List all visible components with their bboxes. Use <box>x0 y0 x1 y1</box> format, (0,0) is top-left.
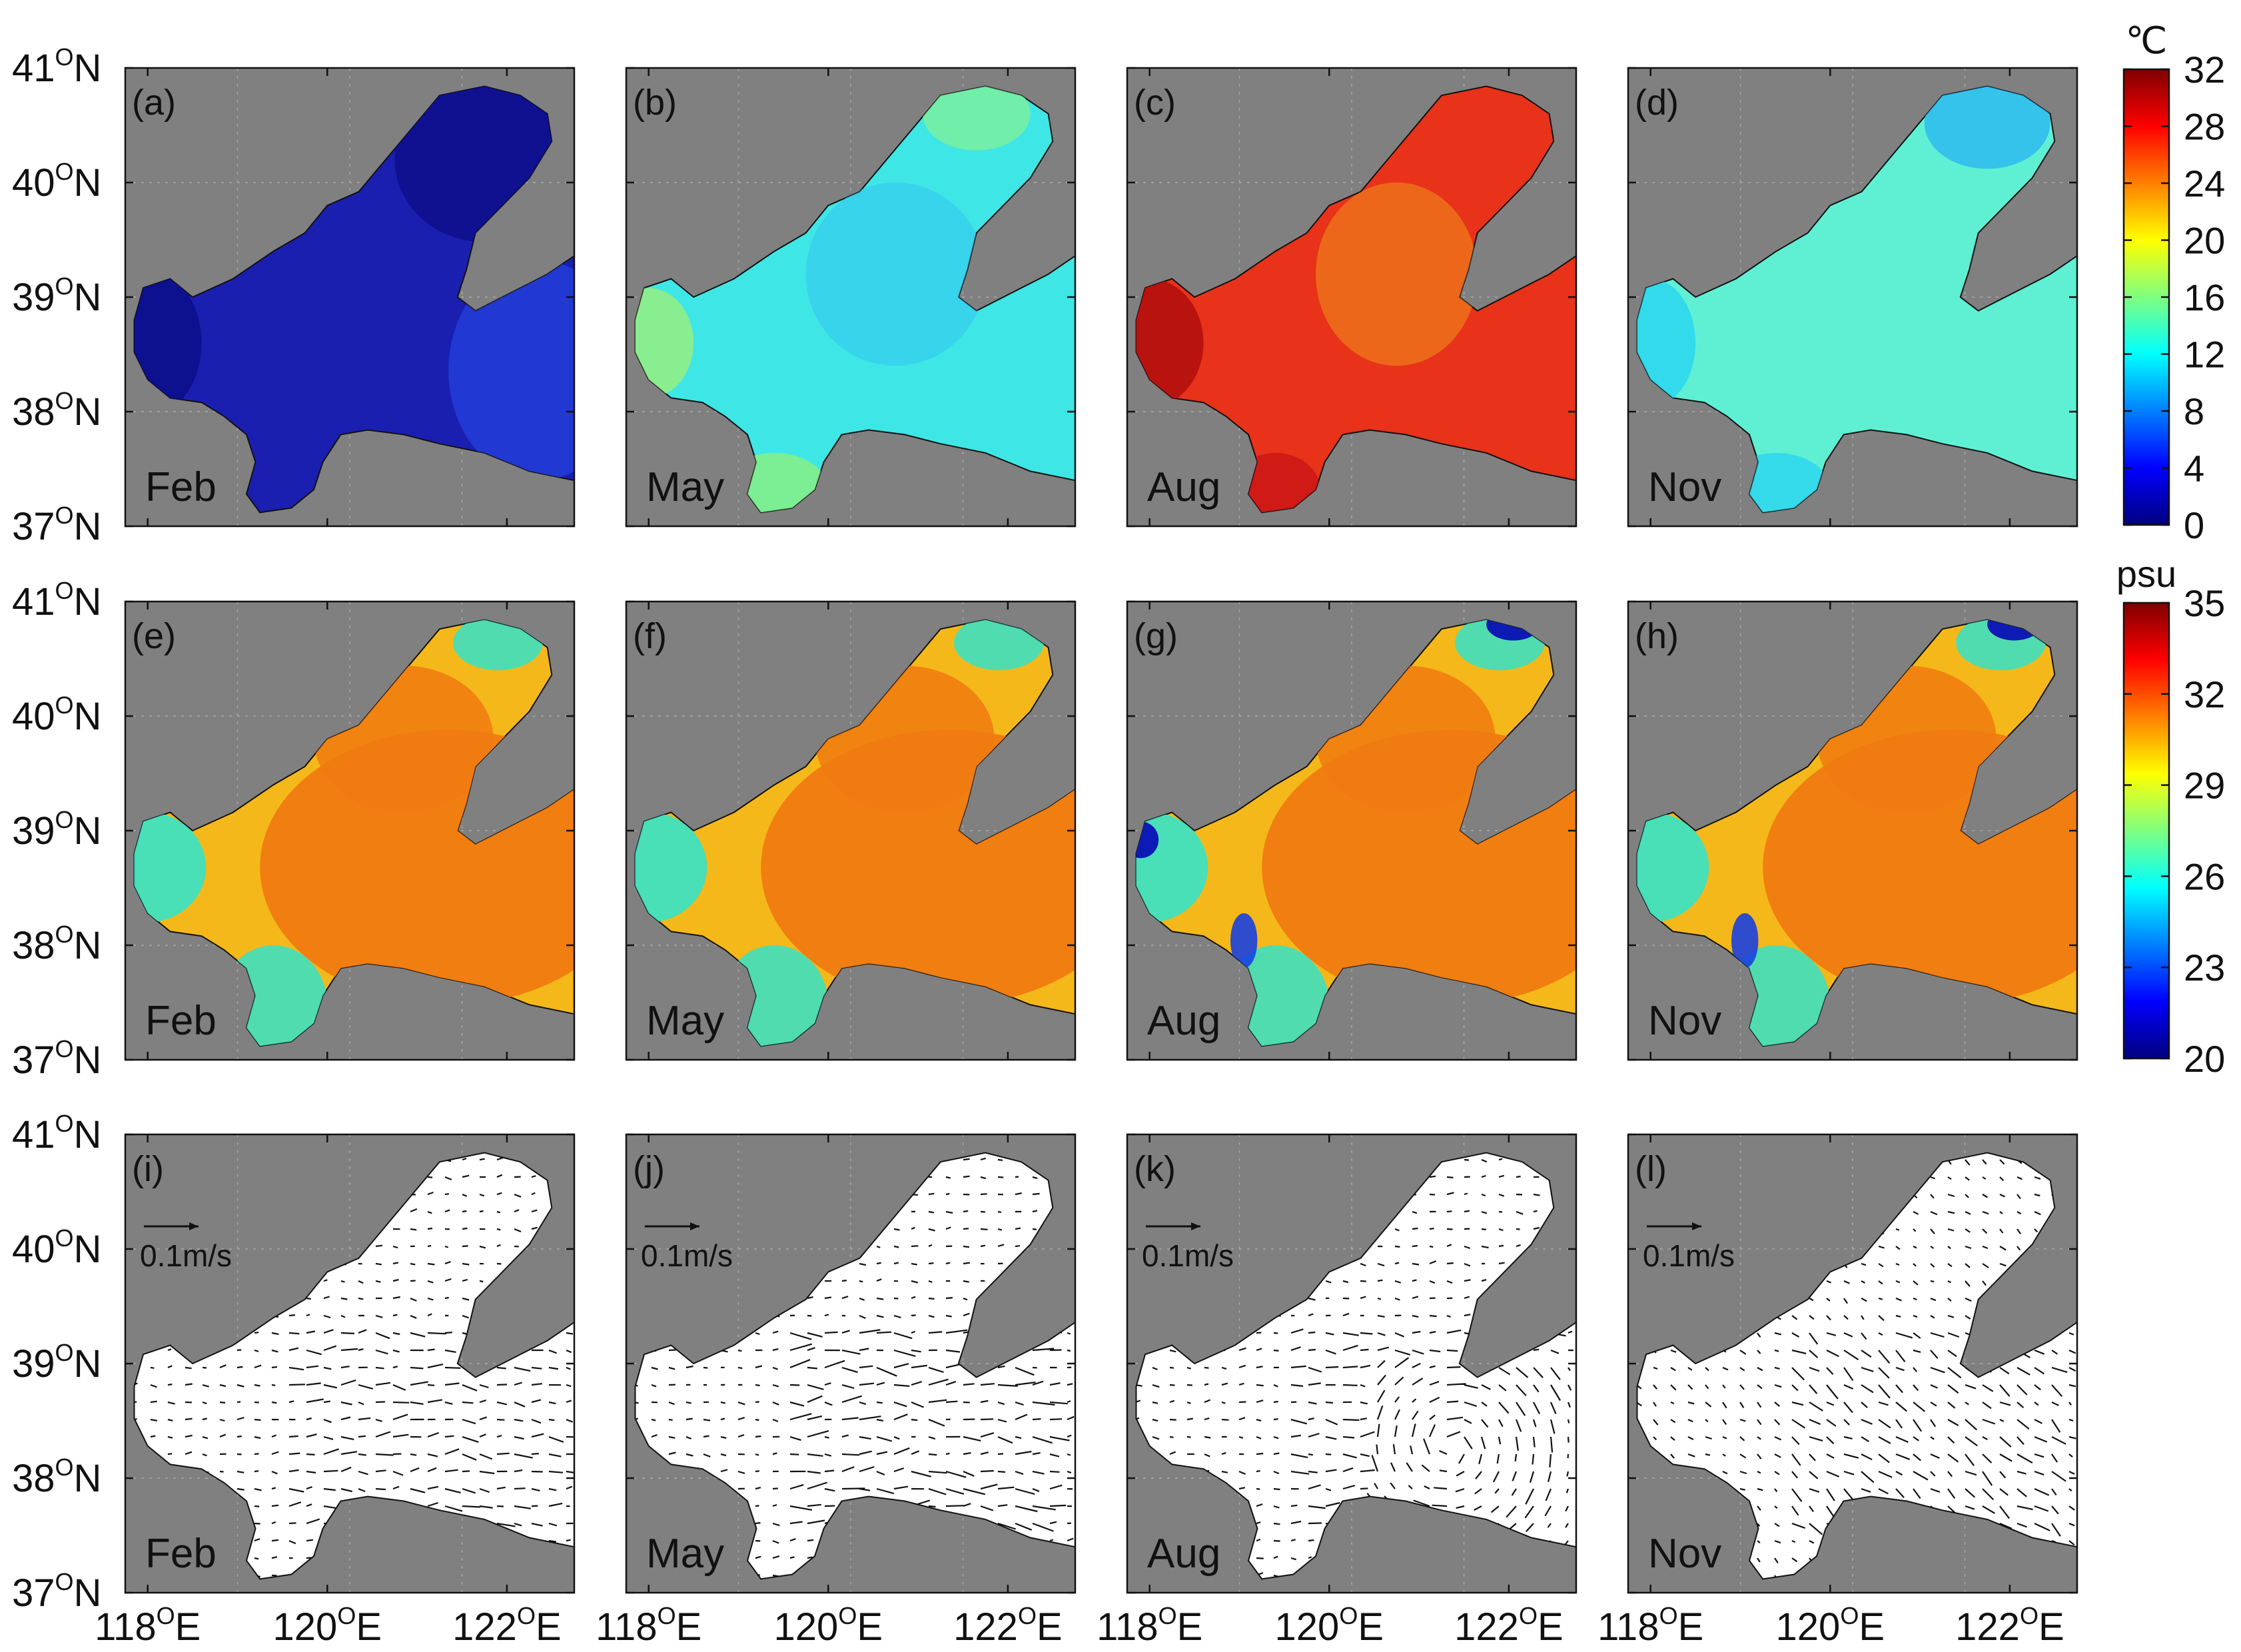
colorbar-unit: psu <box>2116 553 2176 595</box>
latitude-tick-label: 41ON <box>12 43 101 90</box>
colorbar-tick-label: 12 <box>2184 334 2225 376</box>
map-panel-f: (f) May <box>625 600 1077 1061</box>
colorbar-tick-label: 29 <box>2184 765 2225 807</box>
scale-label: 0.1m/s <box>140 1238 232 1273</box>
month-label: Nov <box>1648 998 1721 1044</box>
longitude-tick-label: 118OE <box>95 1602 201 1649</box>
colorbar-tick-label: 20 <box>2184 1038 2225 1080</box>
longitude-tick-label: 120OE <box>273 1602 382 1649</box>
colorbar-tick-label: 20 <box>2184 220 2225 262</box>
map-panel-d: (d) Nov <box>1627 67 2078 528</box>
month-label: Aug <box>1147 464 1220 510</box>
panel-label: (e) <box>132 616 176 656</box>
map-panels: (a) Feb (b) May (c) Aug (d) Nov (e) Feb (f) May (g) A… <box>124 67 2078 1594</box>
panel-label: (k) <box>1134 1149 1176 1189</box>
axis-labels: 41ON 40ON 39ON 38ON 37ON 41ON 40ON 39ON 38ON 37ON… <box>12 43 2064 1649</box>
colorbar-tick-label: 35 <box>2184 582 2225 624</box>
colorbar-tick-label: 32 <box>2184 673 2225 715</box>
latitude-tick-label: 39ON <box>12 806 101 853</box>
longitude-tick-label: 118OE <box>1097 1602 1202 1649</box>
latitude-tick-label: 38ON <box>12 387 101 434</box>
colorbar-tick-label: 28 <box>2184 106 2225 148</box>
scale-label: 0.1m/s <box>1643 1238 1735 1273</box>
panel-label: (j) <box>633 1149 665 1189</box>
longitude-tick-label: 120OE <box>1275 1602 1384 1649</box>
panel-label: (b) <box>633 83 677 123</box>
latitude-tick-label: 37ON <box>12 1568 101 1615</box>
latitude-tick-label: 40ON <box>12 691 101 738</box>
panel-label: (a) <box>132 83 176 123</box>
month-label: Aug <box>1147 1531 1220 1577</box>
longitude-tick-label: 120OE <box>1776 1602 1885 1649</box>
map-panel-e: (e) Feb <box>124 600 576 1061</box>
colorbar-unit: ℃ <box>2126 19 2168 61</box>
month-label: Feb <box>145 464 217 510</box>
map-panel-i: 0.1m/s (i) Feb <box>124 1133 576 1594</box>
month-label: May <box>646 464 724 510</box>
longitude-tick-label: 122OE <box>953 1602 1062 1649</box>
latitude-tick-label: 39ON <box>12 272 101 319</box>
colorbar-tick-label: 24 <box>2184 163 2225 205</box>
map-panel-b: (b) May <box>625 67 1077 528</box>
colorbar-tick-label: 26 <box>2184 855 2225 897</box>
panel-label: (d) <box>1635 83 1679 123</box>
map-panel-l: 0.1m/s (l) Nov <box>1627 1133 2078 1594</box>
longitude-tick-label: 118OE <box>1597 1602 1703 1649</box>
colorbar-tick-label: 8 <box>2184 390 2204 432</box>
panel-label: (l) <box>1635 1149 1667 1189</box>
map-panel-c: (c) Aug <box>1126 67 1577 528</box>
colorbar-tick-label: 4 <box>2184 448 2204 490</box>
latitude-tick-label: 40ON <box>12 1224 101 1271</box>
map-panel-a: (a) Feb <box>124 67 576 528</box>
longitude-tick-label: 122OE <box>452 1602 561 1649</box>
panel-label: (f) <box>633 616 667 656</box>
longitude-tick-label: 122OE <box>1454 1602 1563 1649</box>
current-field <box>133 1152 575 1580</box>
longitude-tick-label: 120OE <box>774 1602 883 1649</box>
panel-label: (c) <box>1134 83 1176 123</box>
scale-label: 0.1m/s <box>1142 1238 1234 1273</box>
month-label: Nov <box>1648 1531 1721 1577</box>
month-label: Nov <box>1648 464 1721 510</box>
latitude-tick-label: 41ON <box>12 577 101 623</box>
map-panel-j: 0.1m/s (j) May <box>625 1133 1077 1594</box>
current-field <box>1135 1152 1577 1580</box>
panel-label: (g) <box>1134 616 1178 656</box>
longitude-tick-label: 118OE <box>596 1602 701 1649</box>
latitude-tick-label: 41ON <box>12 1110 101 1156</box>
month-label: May <box>646 998 724 1044</box>
map-panel-k: 0.1m/s (k) Aug <box>1126 1133 1577 1594</box>
colorbar-tick-label: 16 <box>2184 276 2225 318</box>
latitude-tick-label: 38ON <box>12 1453 101 1500</box>
colorbar-tick-label: 23 <box>2184 947 2225 989</box>
latitude-tick-label: 37ON <box>12 502 101 548</box>
latitude-tick-label: 37ON <box>12 1035 101 1082</box>
colorbar-tick-label: 0 <box>2184 504 2204 546</box>
longitude-tick-label: 122OE <box>1955 1602 2064 1649</box>
latitude-tick-label: 39ON <box>12 1339 101 1386</box>
month-label: Feb <box>145 998 217 1044</box>
month-label: May <box>646 1531 724 1577</box>
panel-label: (h) <box>1635 616 1679 656</box>
latitude-tick-label: 40ON <box>12 158 101 205</box>
map-panel-h: (h) Nov <box>1627 600 2078 1061</box>
map-panel-g: (g) Aug <box>1126 600 1577 1061</box>
latitude-tick-label: 38ON <box>12 921 101 967</box>
colorbar-tick-label: 32 <box>2184 49 2225 91</box>
month-label: Aug <box>1147 998 1220 1044</box>
month-label: Feb <box>145 1531 217 1577</box>
scale-label: 0.1m/s <box>641 1238 733 1273</box>
colorbar-temperature: ℃ 32 28 24 20 16 12 8 4 0 <box>2122 19 2225 546</box>
panel-label: (i) <box>132 1149 164 1189</box>
